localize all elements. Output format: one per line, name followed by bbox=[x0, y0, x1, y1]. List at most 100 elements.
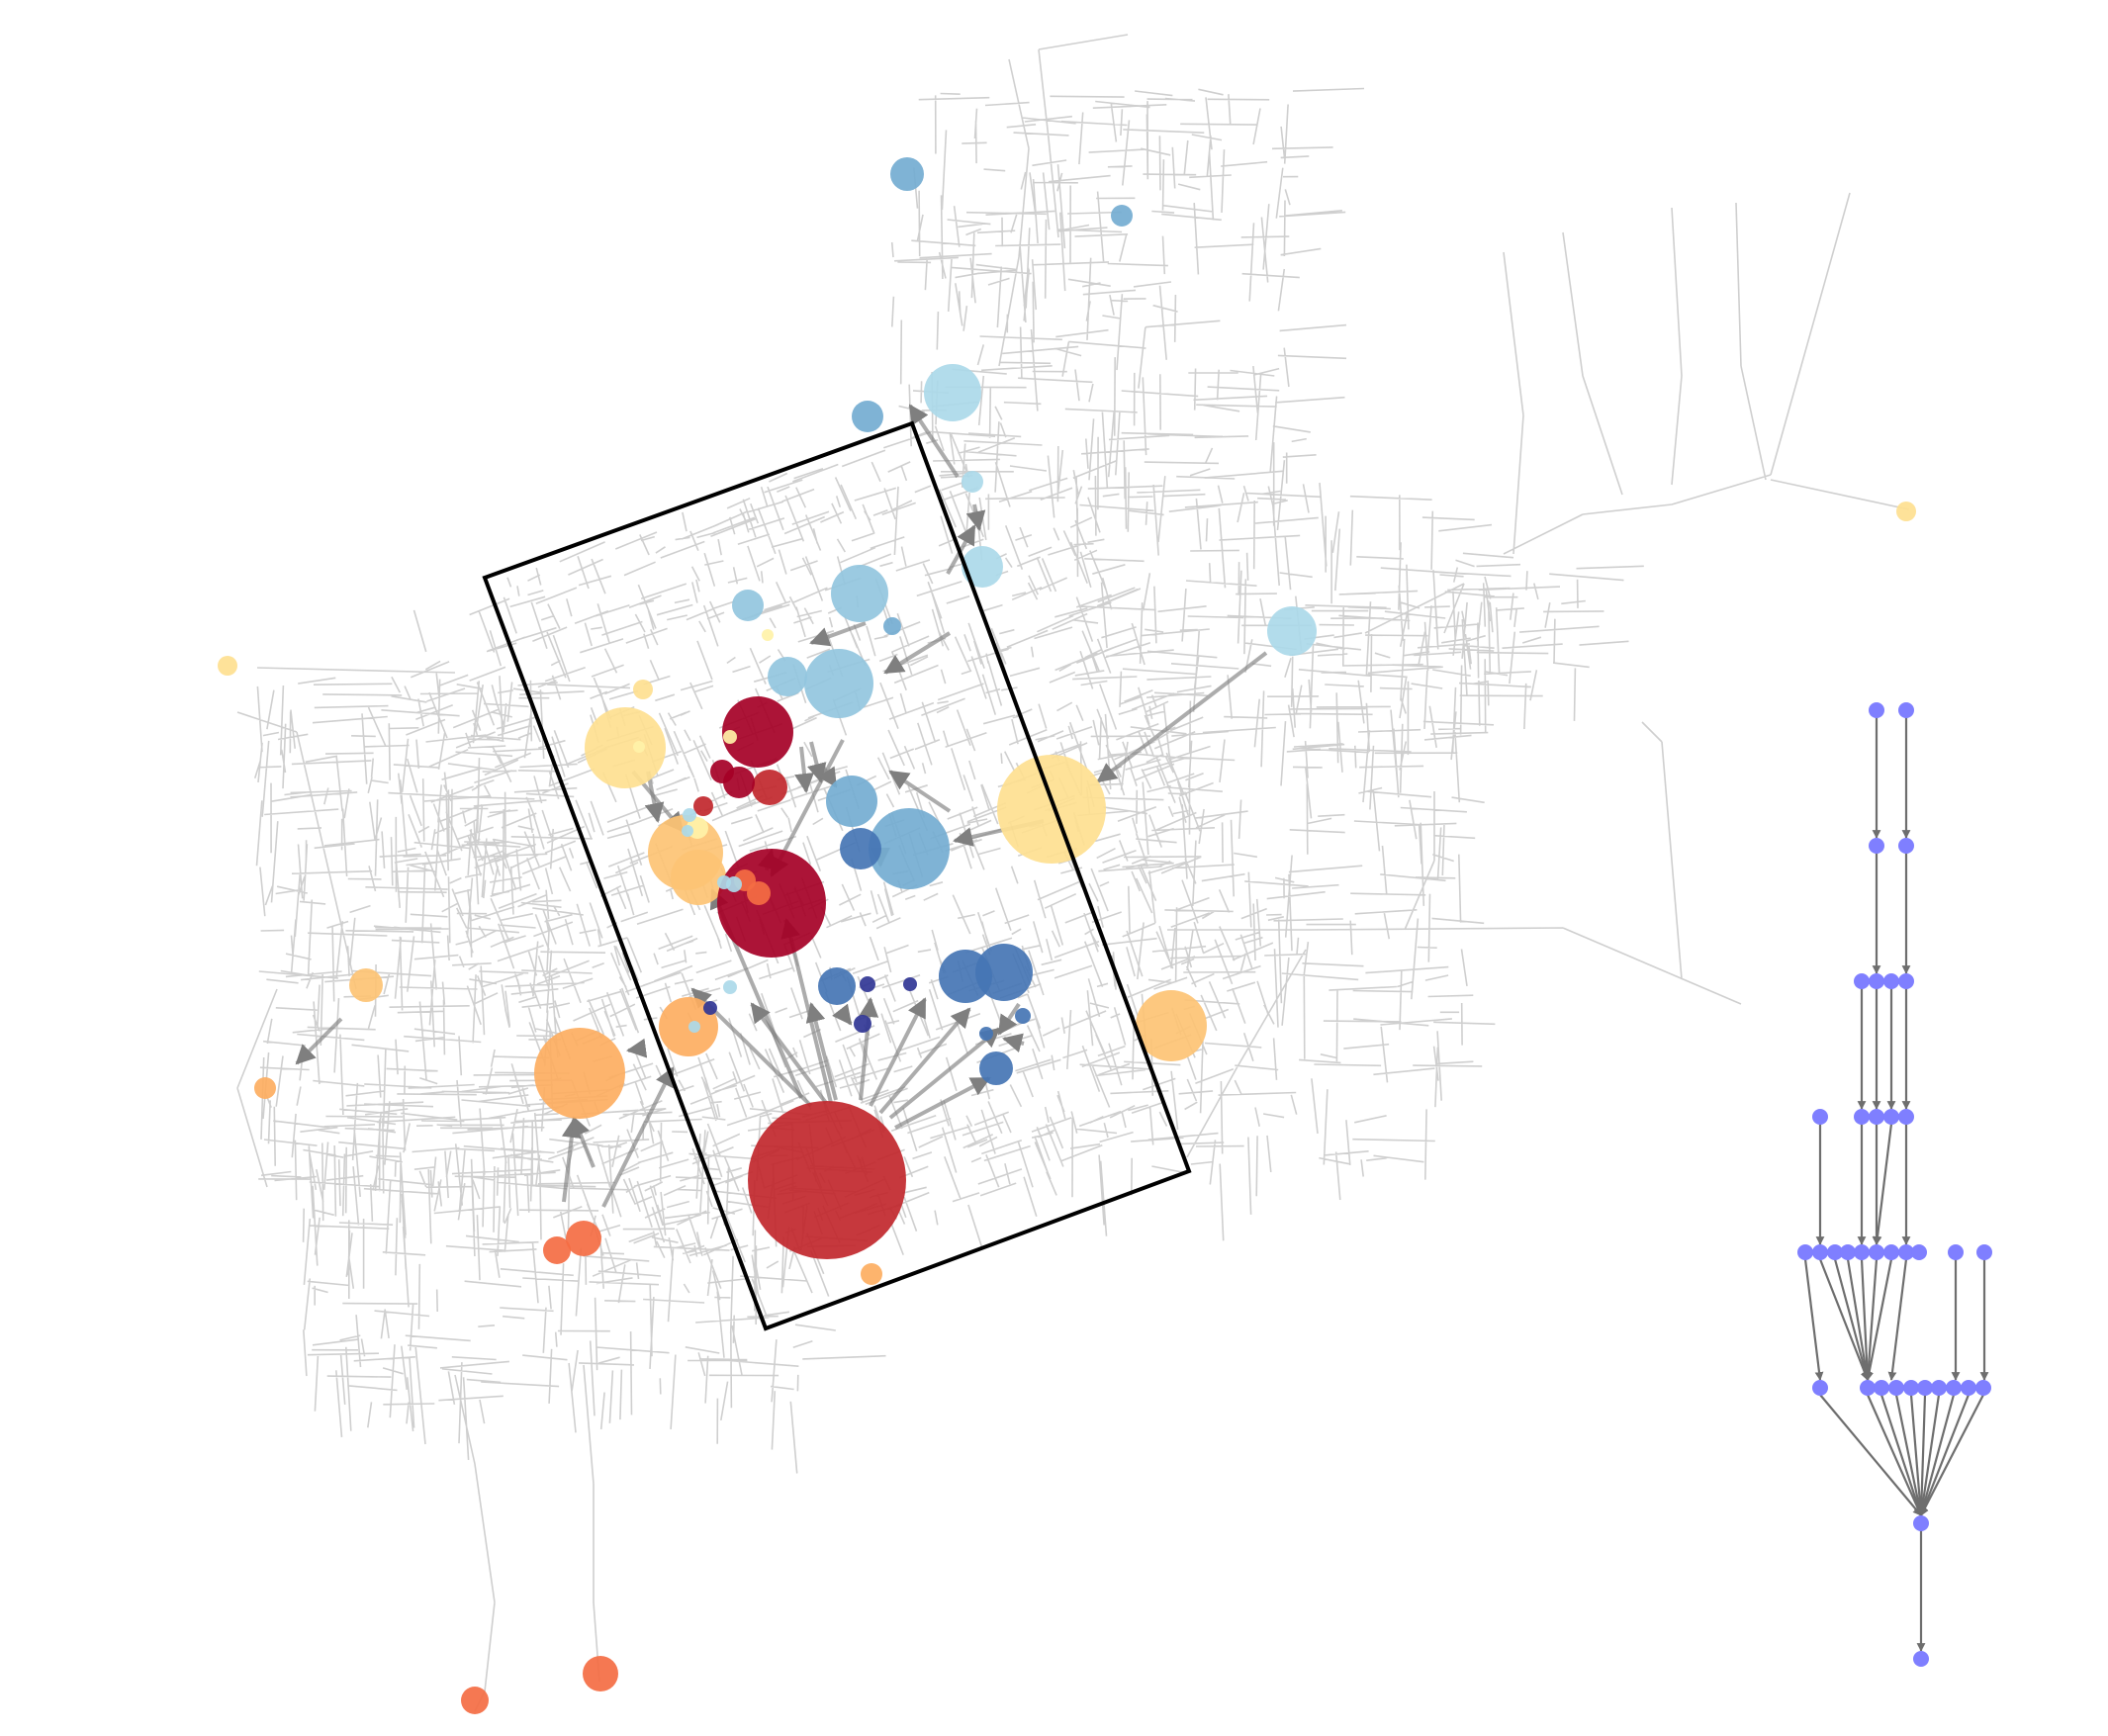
tree-edge bbox=[1894, 1394, 1924, 1516]
tree-node bbox=[1913, 1515, 1929, 1531]
flow-arrow bbox=[295, 1017, 343, 1065]
outlet-node bbox=[826, 776, 877, 827]
tree-node bbox=[1883, 1244, 1899, 1260]
tree-edges bbox=[1803, 717, 1989, 1652]
outlet-node bbox=[1896, 502, 1916, 521]
tree-edge bbox=[1916, 1394, 1927, 1516]
tree-node bbox=[1854, 1109, 1870, 1125]
outlet-node bbox=[840, 828, 881, 869]
flow-arrow bbox=[805, 1002, 838, 1101]
flow-arrow bbox=[965, 503, 986, 531]
outlet-node bbox=[979, 1027, 993, 1041]
tree-edge bbox=[1866, 1394, 1923, 1516]
tree-node bbox=[1898, 1244, 1914, 1260]
tree-node bbox=[1869, 1109, 1884, 1125]
outlet-node bbox=[854, 1015, 871, 1033]
flow-arrow bbox=[626, 1038, 648, 1058]
outlet-node bbox=[717, 875, 731, 889]
flow-arrow bbox=[894, 1076, 991, 1130]
flow-arrow bbox=[750, 1002, 828, 1105]
tree-edge bbox=[1864, 1258, 1879, 1381]
tree-edge bbox=[1918, 1394, 1956, 1516]
flow-arrow bbox=[806, 741, 827, 783]
tree-node bbox=[1869, 973, 1884, 989]
tree-edge bbox=[1846, 1258, 1872, 1381]
outlet-node bbox=[997, 755, 1106, 864]
outlet-node bbox=[768, 657, 807, 696]
tree-edge bbox=[1879, 1394, 1923, 1516]
tree-node bbox=[1898, 702, 1914, 718]
outlet-node bbox=[722, 696, 793, 768]
tree-node bbox=[1883, 973, 1899, 989]
outlet-node bbox=[883, 617, 901, 635]
tree-node bbox=[1874, 1380, 1889, 1396]
outlet-node bbox=[688, 1021, 700, 1033]
outlet-node bbox=[979, 1051, 1013, 1085]
outlet-node bbox=[748, 1101, 906, 1259]
outlet-node bbox=[1015, 1008, 1031, 1024]
outlet-node bbox=[852, 401, 883, 432]
tree-nodes bbox=[1797, 702, 1992, 1667]
tree-node bbox=[1797, 1244, 1813, 1260]
tree-node bbox=[1976, 1244, 1992, 1260]
outlet-node bbox=[703, 1001, 717, 1015]
flow-arrow bbox=[908, 404, 960, 479]
tree-node bbox=[1911, 1244, 1927, 1260]
tree-edge bbox=[1833, 1258, 1871, 1381]
tree-node bbox=[1812, 1244, 1828, 1260]
tree-node bbox=[1869, 838, 1884, 854]
tree-node bbox=[1913, 1651, 1929, 1667]
tree-node bbox=[1946, 1380, 1962, 1396]
outlet-node bbox=[566, 1221, 601, 1256]
outlet-node bbox=[349, 968, 383, 1002]
outlet-node bbox=[723, 730, 737, 744]
tree-node bbox=[1931, 1380, 1947, 1396]
outlet-node bbox=[693, 796, 713, 816]
tree-node bbox=[1961, 1380, 1976, 1396]
outlet-node bbox=[1267, 606, 1317, 656]
flow-hierarchy-tree bbox=[1797, 702, 1992, 1667]
flow-arrow bbox=[859, 997, 879, 1101]
flow-arrow bbox=[997, 1002, 1021, 1036]
tree-edge bbox=[1887, 1258, 1908, 1381]
outlet-node bbox=[1111, 205, 1133, 227]
flow-arrow bbox=[601, 1066, 675, 1208]
tree-edge bbox=[1818, 1258, 1870, 1381]
outlet-node bbox=[903, 977, 917, 991]
outlet-node bbox=[682, 825, 693, 837]
tree-edge bbox=[1909, 1394, 1925, 1516]
flow-arrow bbox=[817, 762, 838, 788]
outlet-node bbox=[860, 976, 875, 992]
outlet-node bbox=[831, 565, 888, 622]
tree-node bbox=[1888, 1380, 1904, 1396]
tree-node bbox=[1812, 1109, 1828, 1125]
flow-arrow bbox=[878, 1007, 971, 1115]
outlet-node bbox=[683, 808, 696, 822]
tree-edge bbox=[1873, 1123, 1893, 1245]
tree-node bbox=[1869, 702, 1884, 718]
outlet-node bbox=[762, 629, 774, 641]
street-lines bbox=[236, 34, 1910, 1712]
outlet-node bbox=[747, 881, 771, 905]
tree-node bbox=[1840, 1244, 1856, 1260]
tree-edge bbox=[1919, 1394, 1971, 1516]
flow-arrow bbox=[1096, 651, 1268, 783]
tree-node bbox=[1948, 1244, 1964, 1260]
outlet-node bbox=[585, 707, 666, 788]
outlet-node bbox=[543, 1236, 571, 1264]
outlet-node bbox=[254, 1077, 276, 1099]
outlet-node bbox=[924, 364, 981, 421]
outlet-node bbox=[583, 1656, 618, 1691]
outlet-node bbox=[534, 1028, 625, 1119]
outlet-node bbox=[818, 967, 856, 1005]
outlet-node bbox=[710, 760, 734, 783]
flow-arrow bbox=[794, 746, 814, 793]
tree-edge bbox=[1865, 1258, 1893, 1381]
tree-node bbox=[1812, 1380, 1828, 1396]
tree-node bbox=[1903, 1380, 1919, 1396]
flow-arrow bbox=[888, 770, 952, 813]
outlet-node bbox=[723, 980, 737, 994]
flow-arrow bbox=[832, 1003, 853, 1026]
